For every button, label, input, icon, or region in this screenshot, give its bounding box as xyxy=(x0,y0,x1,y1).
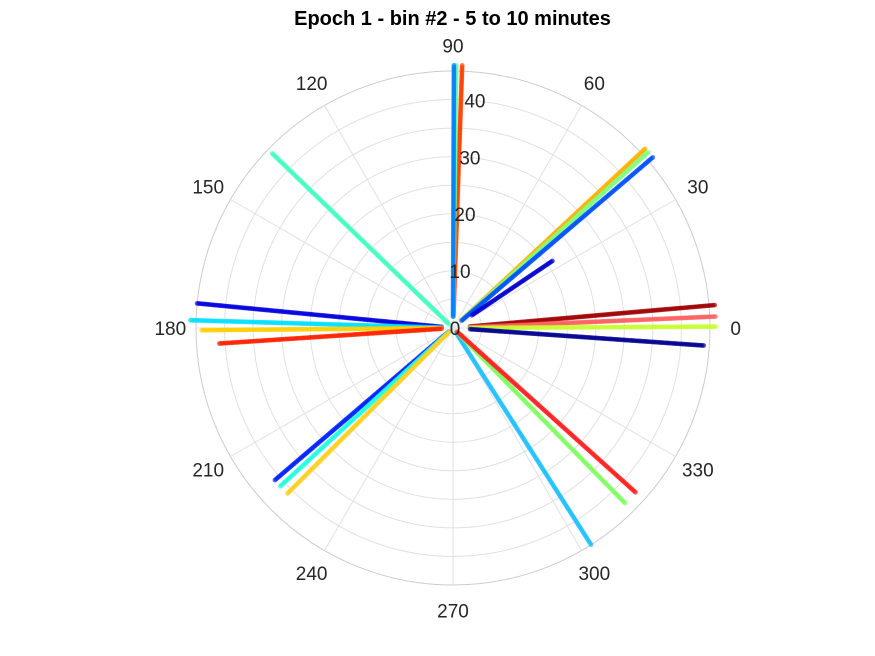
data-point xyxy=(459,63,465,68)
data-point xyxy=(451,62,457,68)
data-point xyxy=(285,491,290,496)
series xyxy=(285,329,452,496)
data-point xyxy=(188,317,193,323)
data-point xyxy=(216,341,222,346)
series xyxy=(459,154,656,323)
data-point xyxy=(701,343,707,348)
data-point xyxy=(713,324,719,330)
series xyxy=(469,258,555,318)
angle-tick-label: 210 xyxy=(192,460,224,481)
angle-tick-label: 60 xyxy=(584,74,605,95)
series xyxy=(216,326,444,346)
data-point xyxy=(277,483,283,489)
data-point xyxy=(645,149,651,155)
radial-tick-label: 10 xyxy=(449,262,470,283)
radial-tick-label: 0 xyxy=(450,319,461,340)
data-point xyxy=(194,300,200,306)
series xyxy=(453,330,594,548)
grid-spoke xyxy=(452,199,676,329)
data-point xyxy=(199,327,205,333)
radial-tick-label: 20 xyxy=(454,205,475,226)
series xyxy=(269,151,452,327)
series xyxy=(188,317,444,331)
chart-title: Epoch 1 - bin #2 - 5 to 10 minutes xyxy=(294,8,611,30)
grid-spoke xyxy=(230,199,454,329)
data-point xyxy=(269,151,275,156)
data-layer xyxy=(188,62,719,548)
grid-spoke xyxy=(230,327,454,457)
data-point xyxy=(550,258,555,264)
series xyxy=(199,325,444,333)
tick-labels: 0 30 60 90 120 150 180 210 240 270 300 330 0 10 20 30 40 xyxy=(154,36,741,622)
grid-spoke xyxy=(452,105,582,329)
series xyxy=(467,324,719,331)
grid-spoke xyxy=(324,105,454,329)
angle-tick-label: 150 xyxy=(192,178,224,199)
data-point xyxy=(272,477,278,483)
data-point xyxy=(622,500,628,506)
series xyxy=(454,329,638,495)
data-point xyxy=(712,302,718,308)
angle-tick-label: 240 xyxy=(296,564,328,585)
series xyxy=(454,329,628,506)
angle-tick-label: 120 xyxy=(296,74,328,95)
data-point xyxy=(650,154,656,160)
data-point xyxy=(713,314,718,319)
angle-tick-label: 270 xyxy=(437,602,469,623)
angle-tick-label: 330 xyxy=(682,460,714,481)
angle-tick-label: 0 xyxy=(730,319,741,340)
series xyxy=(194,300,445,330)
grid-spoke xyxy=(324,327,454,551)
angle-tick-label: 180 xyxy=(154,319,186,340)
grid-spoke xyxy=(452,327,676,457)
data-point xyxy=(642,146,648,152)
angle-tick-label: 90 xyxy=(442,36,463,57)
angle-tick-label: 30 xyxy=(687,178,708,199)
radial-tick-label: 30 xyxy=(459,148,480,169)
series xyxy=(450,62,457,319)
data-point xyxy=(633,489,638,495)
angle-tick-label: 300 xyxy=(578,564,610,585)
series xyxy=(467,326,707,348)
radial-tick-label: 40 xyxy=(464,91,485,112)
data-point xyxy=(588,542,594,548)
